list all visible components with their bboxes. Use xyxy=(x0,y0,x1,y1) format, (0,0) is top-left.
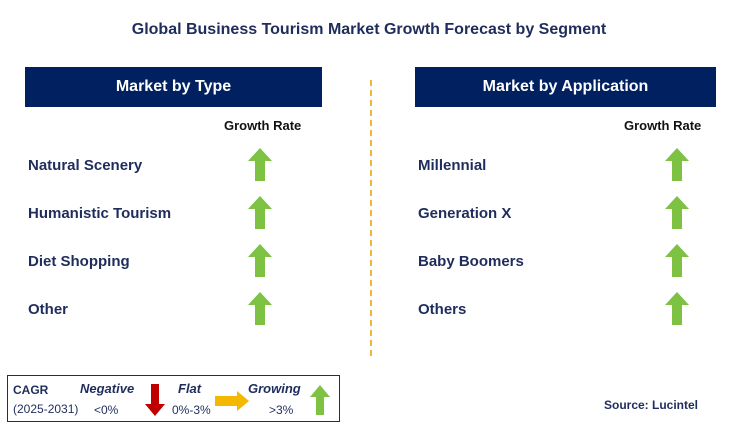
column-divider xyxy=(370,80,372,356)
up-arrow-icon xyxy=(665,196,689,229)
type-item-natural-scenery: Natural Scenery xyxy=(28,157,143,174)
type-item-other: Other xyxy=(28,301,69,318)
growth-rate-label-right: Growth Rate xyxy=(624,118,702,133)
legend-negative-title: Negative xyxy=(80,381,135,396)
up-arrow-icon xyxy=(665,244,689,277)
application-item-baby-boomers: Baby Boomers xyxy=(418,253,524,270)
growth-rate-label-left: Growth Rate xyxy=(224,118,302,133)
up-arrow-icon xyxy=(248,244,272,277)
up-arrow-icon xyxy=(665,292,689,325)
legend-cagr: CAGR xyxy=(13,383,49,397)
right-arrow-icon xyxy=(215,391,249,411)
legend-period: (2025-2031) xyxy=(13,402,79,416)
up-arrow-icon xyxy=(248,196,272,229)
legend-box: CAGR (2025-2031) Negative <0% Flat 0%-3%… xyxy=(7,375,340,422)
application-item-millennial: Millennial xyxy=(418,157,487,174)
chart-title: Global Business Tourism Market Growth Fo… xyxy=(131,21,607,38)
application-item-generation-x: Generation X xyxy=(418,205,512,222)
up-arrow-icon xyxy=(665,148,689,181)
down-arrow-icon xyxy=(145,384,165,416)
legend-growing-range: >3% xyxy=(269,403,294,417)
type-item-diet-shopping: Diet Shopping xyxy=(28,253,130,270)
application-item-others: Others xyxy=(418,301,467,318)
source-label: Source: Lucintel xyxy=(604,398,699,412)
legend-negative-range: <0% xyxy=(94,403,119,417)
legend-growing-title: Growing xyxy=(248,381,301,396)
up-arrow-icon xyxy=(248,148,272,181)
header-market-by-type: Market by Type xyxy=(25,67,322,107)
legend-flat-title: Flat xyxy=(178,381,202,396)
legend-flat-range: 0%-3% xyxy=(172,403,211,417)
type-item-humanistic-tourism: Humanistic Tourism xyxy=(28,205,172,222)
header-market-by-application: Market by Application xyxy=(415,67,716,107)
up-arrow-icon xyxy=(310,385,330,415)
up-arrow-icon xyxy=(248,292,272,325)
